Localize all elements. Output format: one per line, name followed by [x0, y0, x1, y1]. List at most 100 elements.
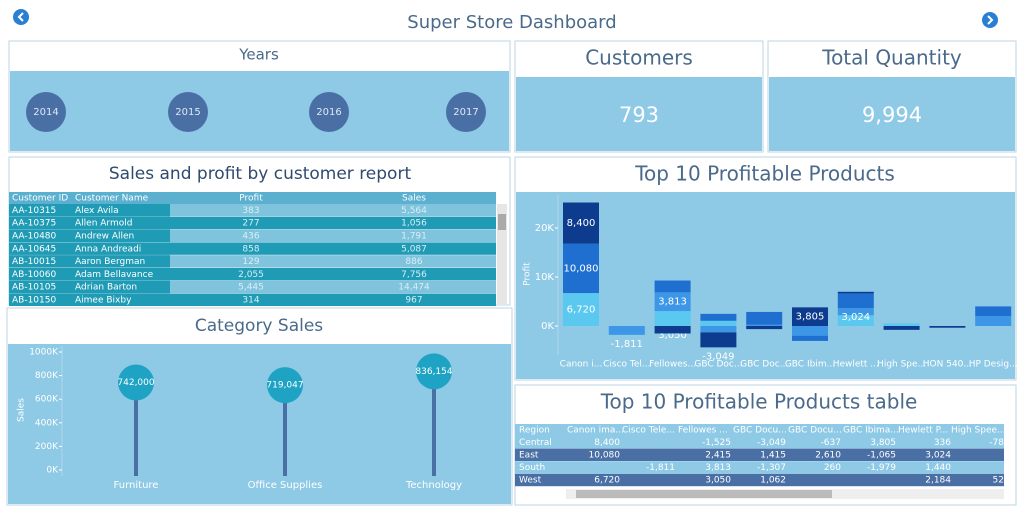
data-label: 742,000 [117, 378, 154, 388]
table-cell: Central [519, 438, 552, 448]
table-cell: Aimee Bixby [75, 296, 132, 306]
bar-segment [700, 326, 737, 333]
axis-title: Sales [17, 398, 27, 422]
table-cell: East [519, 450, 539, 460]
x-tick-label: GBC Ibim... [785, 360, 835, 370]
column-header: Customer Name [75, 194, 149, 204]
back-button[interactable] [13, 9, 29, 25]
table-cell: 8,400 [594, 438, 620, 448]
bar-segment [746, 324, 783, 326]
data-label: 3,805 [796, 312, 825, 323]
bar-segment [700, 332, 737, 348]
forward-icon [987, 15, 994, 25]
bar-segment [792, 326, 828, 336]
data-label: 6,720 [567, 305, 596, 316]
bar-segment [792, 307, 828, 326]
kpi-title: Total Quantity [821, 46, 962, 70]
dashboard-title: Super Store Dashboard [407, 12, 616, 33]
bar-segment [837, 291, 874, 294]
table-cell: AB-10015 [12, 257, 56, 267]
forward-button[interactable] [982, 12, 998, 28]
data-label: 3,024 [841, 312, 870, 323]
table-cell: -1,525 [702, 438, 731, 448]
bar-segment [883, 326, 920, 330]
table-cell: -1,307 [757, 463, 786, 473]
x-tick-label: Hewlett ... [833, 360, 879, 370]
y-tick-label: 0K [46, 466, 59, 476]
table-cell: 1,440 [925, 463, 951, 473]
column-header: GBC Docu... [788, 426, 842, 436]
id-cell [9, 268, 170, 281]
bar-segment [563, 293, 599, 326]
table-cell: 129 [242, 257, 259, 267]
year-button[interactable] [309, 92, 349, 132]
bar-segment [975, 316, 1012, 326]
id-cell [9, 255, 170, 268]
data-label: 10,080 [564, 263, 599, 274]
data-label: 3,050 [658, 330, 687, 341]
table-cell: 2,415 [705, 450, 731, 460]
scroll-thumb[interactable] [498, 214, 506, 230]
table-cell: 2,055 [238, 270, 264, 280]
bar-segment [883, 323, 920, 326]
bar-segment [746, 311, 783, 325]
y-tick-label: 1000K [29, 348, 59, 358]
lollipop-head [118, 364, 154, 401]
top10-panel-body [516, 192, 1015, 379]
column-header: Profit [239, 194, 263, 204]
bar-segment [975, 306, 1012, 317]
column-header: Customer ID [12, 194, 68, 204]
table-cell: 336 [934, 438, 951, 448]
scroll-thumb[interactable] [576, 490, 832, 498]
table-cell: 52 [993, 476, 1004, 486]
bar-segment [837, 293, 874, 309]
table-cell: 2,184 [925, 476, 951, 486]
year-label: 2015 [175, 107, 200, 118]
table-cell: AA-10375 [12, 219, 56, 229]
data-label: -1,811 [611, 339, 643, 350]
bar-segment [700, 313, 737, 321]
panel-title: Top 10 Profitable Products [634, 162, 895, 186]
id-cell [9, 242, 170, 255]
table-cell: 3,050 [705, 476, 731, 486]
table-cell: 5,445 [238, 283, 264, 293]
back-icon [17, 12, 24, 22]
x-tick-label: High Spe... [877, 360, 926, 370]
table-cell: 436 [242, 232, 259, 242]
column-header: Hewlett P... [898, 426, 948, 436]
x-tick-label: Fellowes... [649, 360, 696, 370]
data-label: 8,400 [567, 218, 596, 229]
x-tick-label: GBC Doc... [694, 360, 742, 370]
year-button[interactable] [26, 92, 66, 132]
table-cell: 6,720 [594, 476, 620, 486]
table-cell: 886 [405, 257, 422, 267]
id-cell [9, 216, 170, 230]
table-cell: 1,056 [401, 219, 427, 229]
year-label: 2017 [453, 107, 478, 118]
data-label: 719,047 [266, 381, 303, 391]
year-button[interactable] [168, 92, 208, 132]
table-row [515, 436, 1004, 449]
table-cell: -3,049 [757, 438, 786, 448]
panel-title: Sales and profit by customer report [109, 164, 412, 184]
y-tick-label: 600K [35, 395, 59, 405]
year-button[interactable] [446, 92, 486, 132]
table-header [515, 424, 1004, 436]
table-cell: 260 [824, 463, 841, 473]
table-cell: Anna Andreadi [75, 244, 141, 254]
panel-title: Top 10 Profitable Products table [600, 390, 918, 414]
column-header: Sales [402, 194, 426, 204]
scrollbar[interactable] [497, 204, 507, 304]
x-tick-label: Canon i... [560, 360, 603, 370]
bar-segment [837, 315, 874, 326]
x-tick-label: Furniture [114, 480, 159, 491]
table-cell: 1,791 [401, 232, 427, 242]
y-tick-label: 20K [535, 223, 555, 234]
id-cell [9, 280, 170, 294]
y-tick-label: 400K [35, 418, 59, 428]
lollipop-head [267, 367, 303, 404]
table-cell: 1,062 [760, 476, 786, 486]
table-cell: 5,564 [401, 206, 427, 216]
table-cell: -1,065 [867, 450, 896, 460]
table-cell: 277 [242, 219, 259, 229]
